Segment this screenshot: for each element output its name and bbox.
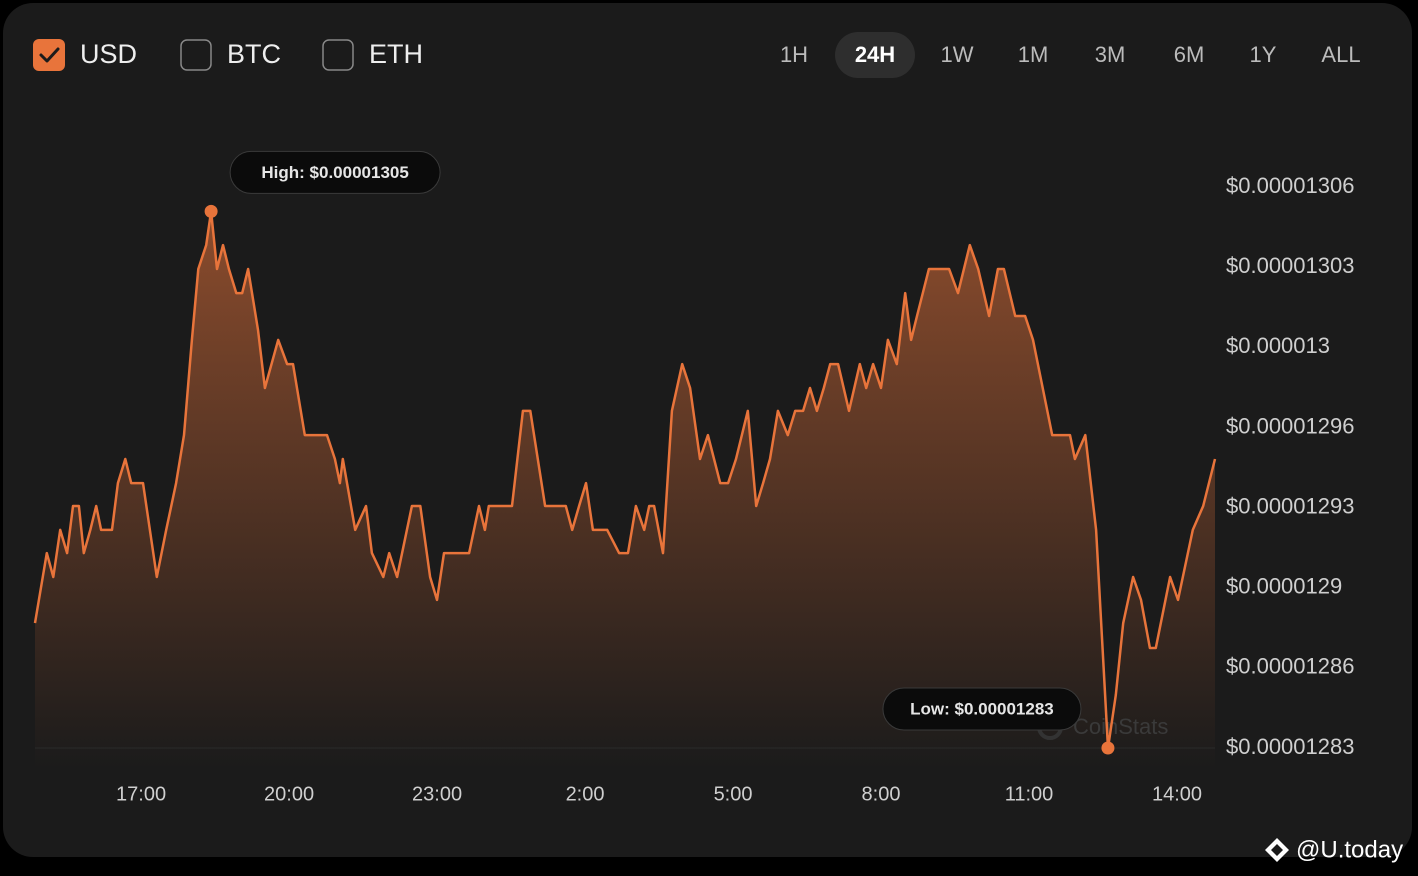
y-tick-label: $0.0000129 <box>1226 574 1342 599</box>
high-marker <box>204 204 218 218</box>
y-tick-label: $0.00001306 <box>1226 173 1354 198</box>
watermark-text: CoinStats <box>1073 714 1168 739</box>
timeframe-button[interactable]: 1Y <box>1250 42 1277 67</box>
low-marker <box>1101 741 1115 755</box>
utoday-logo: @U.today <box>1265 836 1403 863</box>
checkbox[interactable] <box>33 39 65 71</box>
currency-label[interactable]: USD <box>80 39 137 69</box>
x-tick-label: 8:00 <box>862 783 901 805</box>
annotation-text: High: $0.00001305 <box>261 163 408 182</box>
area-fill <box>35 211 1215 768</box>
checkmark <box>39 47 60 63</box>
timeframe-button[interactable]: ALL <box>1321 42 1360 67</box>
x-tick-label: 23:00 <box>412 783 462 805</box>
annotation-box <box>882 687 1082 731</box>
currency-label[interactable]: ETH <box>369 39 423 69</box>
x-tick-label: 5:00 <box>714 783 753 805</box>
y-tick-label: $0.00001286 <box>1226 654 1354 679</box>
timeframe-button[interactable]: 24H <box>855 42 895 67</box>
currency-label[interactable]: BTC <box>227 39 281 69</box>
timeframe-button[interactable]: 1W <box>941 42 974 67</box>
checkbox[interactable] <box>180 39 212 71</box>
annotation-box <box>229 150 441 194</box>
y-tick-label: $0.00001296 <box>1226 413 1354 438</box>
x-tick-label: 2:00 <box>566 783 605 805</box>
y-tick-label: $0.00001293 <box>1226 493 1354 518</box>
price-line <box>33 210 1217 750</box>
timeframe-button[interactable]: 6M <box>1174 42 1205 67</box>
x-tick-label: 20:00 <box>264 783 314 805</box>
timeframe-button[interactable]: 1H <box>780 42 808 67</box>
logo-icon <box>1265 838 1289 862</box>
y-tick-label: $0.00001283 <box>1226 734 1354 759</box>
y-tick-label: $0.00001303 <box>1226 253 1354 278</box>
x-tick-label: 17:00 <box>116 783 166 805</box>
checkbox[interactable] <box>322 39 354 71</box>
y-tick-label: $0.000013 <box>1226 333 1330 358</box>
timeframe-button[interactable]: 3M <box>1095 42 1126 67</box>
x-tick-label: 14:00 <box>1152 783 1202 805</box>
logo-text: @U.today <box>1296 836 1403 863</box>
x-tick-label: 11:00 <box>1005 783 1054 805</box>
annotation-text: Low: $0.00001283 <box>910 699 1054 718</box>
selected-pill <box>835 32 915 78</box>
timeframe-button[interactable]: 1M <box>1018 42 1049 67</box>
